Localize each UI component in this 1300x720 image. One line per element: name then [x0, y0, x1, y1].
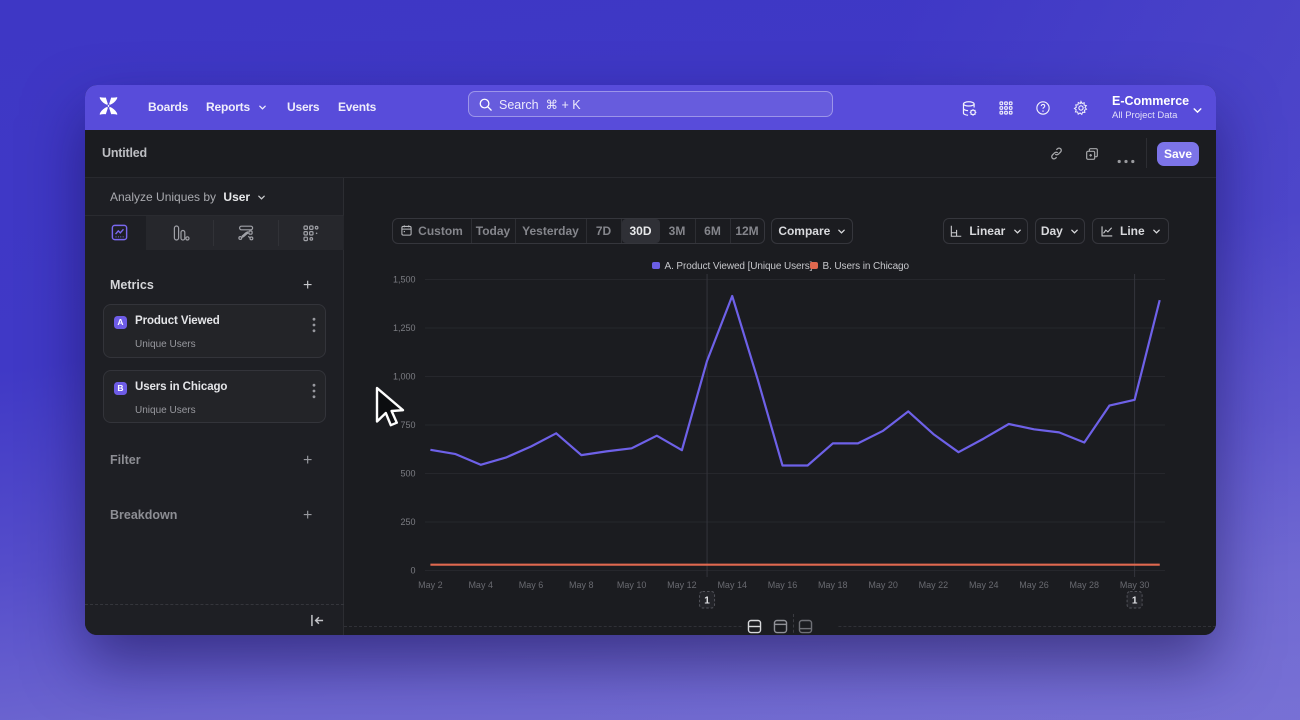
svg-text:1: 1 — [704, 596, 710, 607]
svg-text:May 14: May 14 — [717, 580, 747, 590]
svg-text:1,000: 1,000 — [393, 372, 416, 382]
svg-text:May 24: May 24 — [969, 580, 999, 590]
svg-text:May 22: May 22 — [919, 580, 949, 590]
svg-text:1,500: 1,500 — [393, 275, 416, 285]
svg-text:May 10: May 10 — [617, 580, 647, 590]
svg-text:1: 1 — [1132, 596, 1138, 607]
svg-text:May 28: May 28 — [1070, 580, 1100, 590]
svg-text:May 6: May 6 — [519, 580, 544, 590]
svg-text:May 26: May 26 — [1019, 580, 1049, 590]
svg-text:May 4: May 4 — [468, 580, 493, 590]
svg-text:1,250: 1,250 — [393, 323, 416, 333]
svg-text:750: 750 — [400, 420, 415, 430]
svg-text:May 20: May 20 — [868, 580, 898, 590]
svg-text:0: 0 — [410, 566, 415, 576]
svg-text:500: 500 — [400, 469, 415, 479]
svg-text:May 16: May 16 — [768, 580, 798, 590]
svg-text:May 30: May 30 — [1120, 580, 1150, 590]
svg-text:May 2: May 2 — [418, 580, 443, 590]
svg-text:May 18: May 18 — [818, 580, 848, 590]
svg-text:May 12: May 12 — [667, 580, 697, 590]
svg-text:May 8: May 8 — [569, 580, 594, 590]
svg-text:250: 250 — [400, 517, 415, 527]
